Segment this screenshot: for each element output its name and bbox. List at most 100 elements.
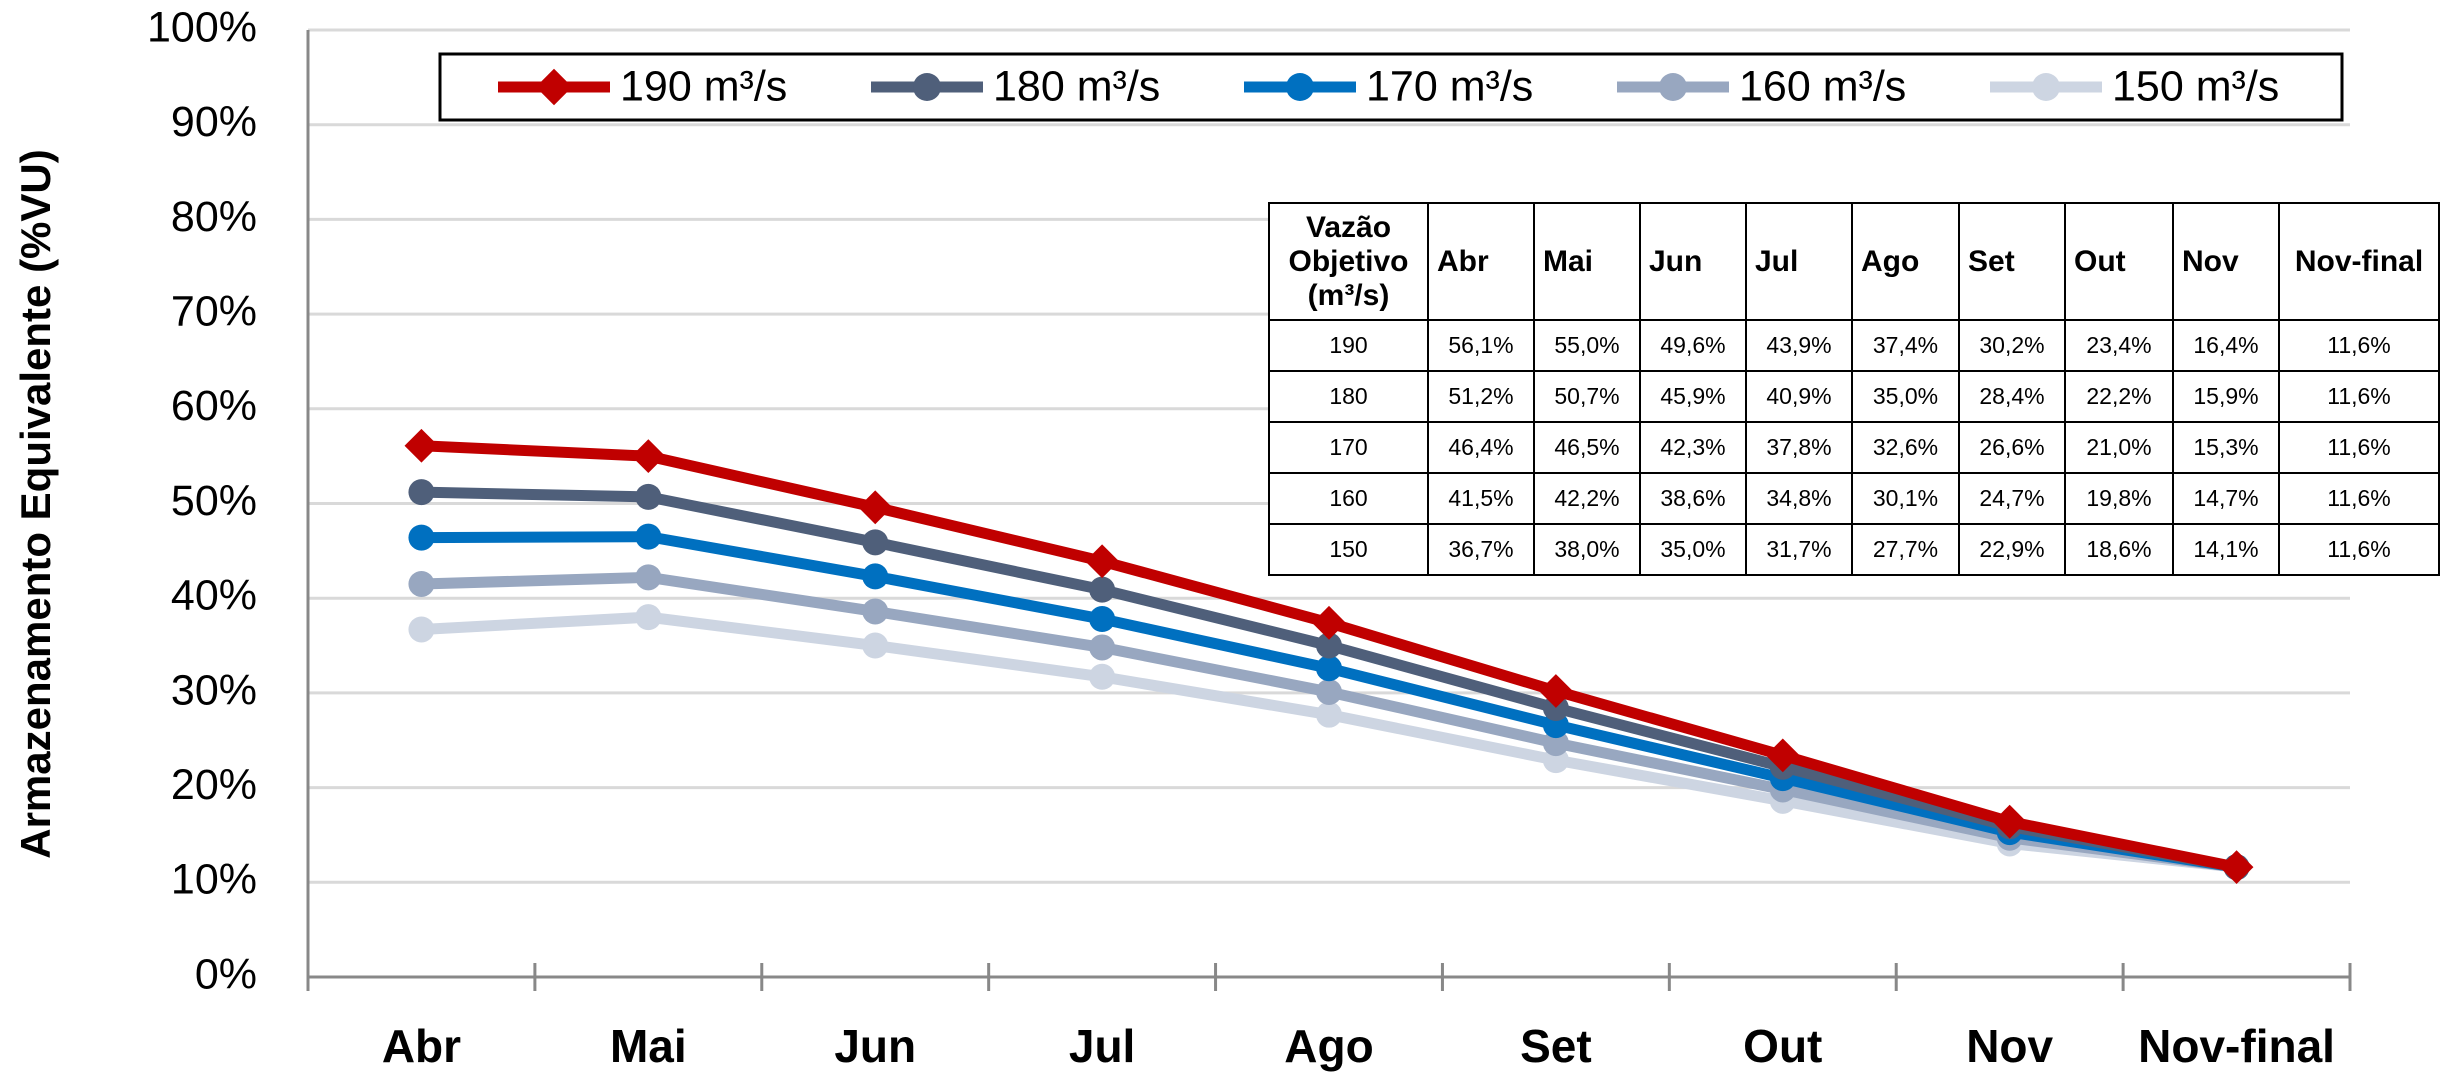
x-tick-label: Nov-final [2138, 1020, 2335, 1072]
table-cell: 11,6% [2278, 370, 2440, 423]
marker [1312, 605, 1346, 640]
table-cell: 11,6% [2278, 472, 2440, 525]
table-cell: 19,8% [2064, 472, 2174, 525]
table-header: Vazão Objetivo (m³/s) Abr Mai Jun Jul Ago Set O… [1268, 202, 2440, 321]
table-cell: 30,1% [1851, 472, 1960, 525]
table-cell: 36,7% [1427, 523, 1535, 576]
table-row: 190 56,1% 55,0% 49,6% 43,9% 37,4% 30,2% 23,4% 16… [1268, 319, 2440, 372]
marker [1542, 695, 1569, 722]
table-cell: 51,2% [1427, 370, 1535, 423]
legend-label: 180 m³/s [993, 62, 1160, 110]
legend-label: 150 m³/s [2112, 62, 2279, 110]
table-cell: 160 [1268, 472, 1429, 525]
table-cell: 34,8% [1745, 472, 1853, 525]
y-tick-label: 0% [195, 950, 257, 998]
legend-label: 190 m³/s [620, 62, 787, 110]
table-cell: 23,4% [2064, 319, 2174, 372]
marker [1085, 544, 1120, 579]
y-tick-label: 30% [171, 666, 257, 714]
table-cell: 31,7% [1745, 523, 1853, 576]
table-cell: Jun [1639, 202, 1747, 321]
table-cell: 49,6% [1639, 319, 1747, 372]
table-cell: 22,2% [2064, 370, 2174, 423]
table-cell: 27,7% [1851, 523, 1960, 576]
table-cell: 180 [1268, 370, 1429, 423]
table-cell: 190 [1268, 319, 1429, 372]
table-cell: 11,6% [2278, 523, 2440, 576]
table-row: 160 41,5% 42,2% 38,6% 34,8% 30,1% 24,7% 19,8% 14… [1268, 472, 2440, 525]
table-cell: Ago [1851, 202, 1960, 321]
x-tick-label: Nov [1966, 1020, 2053, 1072]
table-cell: 56,1% [1427, 319, 1535, 372]
marker [635, 564, 662, 591]
x-tick-label: Mai [610, 1020, 687, 1072]
table-row: 180 51,2% 50,7% 45,9% 40,9% 35,0% 28,4% 22,2% 15… [1268, 370, 2440, 423]
table-cell: 35,0% [1639, 523, 1747, 576]
marker [862, 529, 889, 556]
marker [1089, 634, 1116, 661]
marker [635, 483, 662, 510]
table-cell: 41,5% [1427, 472, 1535, 525]
marker [404, 428, 439, 463]
table-cell: 11,6% [2278, 319, 2440, 372]
table-cell: 170 [1268, 421, 1429, 474]
table-cell: 24,7% [1958, 472, 2066, 525]
table-cell: Vazão Objetivo (m³/s) [1268, 202, 1429, 321]
legend-label: 160 m³/s [1739, 62, 1906, 110]
data-table: Vazão Objetivo (m³/s) Abr Mai Jun Jul Ago Set O… [1268, 202, 2440, 576]
table-cell: Set [1958, 202, 2066, 321]
marker [1659, 73, 1687, 101]
x-tick-label: Jun [834, 1020, 916, 1072]
marker [1316, 701, 1342, 728]
marker [913, 73, 941, 101]
table-cell: 42,3% [1639, 421, 1747, 474]
marker [631, 439, 666, 474]
marker [2219, 850, 2254, 885]
table-cell: 14,7% [2172, 472, 2280, 525]
x-tick-label: Set [1520, 1020, 1592, 1072]
table-cell: 35,0% [1851, 370, 1960, 423]
marker [1089, 663, 1116, 690]
y-axis-title: Armazenamento Equivalente (%VU) [12, 149, 59, 859]
table-cell: Nov-final [2278, 202, 2440, 321]
marker [408, 524, 435, 551]
table-cell: 16,4% [2172, 319, 2280, 372]
table-cell: 15,9% [2172, 370, 2280, 423]
table-cell: 150 [1268, 523, 1429, 576]
y-tick-label: 60% [171, 382, 257, 430]
table-cell: 32,6% [1851, 421, 1960, 474]
marker [635, 523, 662, 550]
marker [1316, 678, 1342, 705]
table-cell: Jul [1745, 202, 1853, 321]
marker [535, 68, 573, 106]
table-cell: 42,2% [1533, 472, 1641, 525]
table-cell: 46,4% [1427, 421, 1535, 474]
table-cell: Out [2064, 202, 2174, 321]
y-tick-label: 20% [171, 761, 257, 809]
table-cell: 14,1% [2172, 523, 2280, 576]
table-cell: 50,7% [1533, 370, 1641, 423]
marker [408, 616, 435, 643]
legend-label: 170 m³/s [1366, 62, 1533, 110]
table-cell: 40,9% [1745, 370, 1853, 423]
table-cell: 21,0% [2064, 421, 2174, 474]
marker [1089, 576, 1116, 603]
marker [408, 570, 435, 597]
marker [635, 604, 662, 631]
marker [2032, 73, 2060, 101]
y-tick-label: 100% [147, 3, 257, 51]
table-cell: 43,9% [1745, 319, 1853, 372]
table-cell: 11,6% [2278, 421, 2440, 474]
marker [1992, 804, 2027, 839]
x-tick-label: Abr [382, 1020, 461, 1072]
y-tick-label: 80% [171, 193, 257, 241]
table-cell: 55,0% [1533, 319, 1641, 372]
x-tick-label: Jul [1069, 1020, 1135, 1072]
table-cell: 22,9% [1958, 523, 2066, 576]
table-cell: 37,8% [1745, 421, 1853, 474]
y-tick-label: 70% [171, 287, 257, 335]
table-cell: 38,0% [1533, 523, 1641, 576]
table-cell: 26,6% [1958, 421, 2066, 474]
table-cell: Nov [2172, 202, 2280, 321]
